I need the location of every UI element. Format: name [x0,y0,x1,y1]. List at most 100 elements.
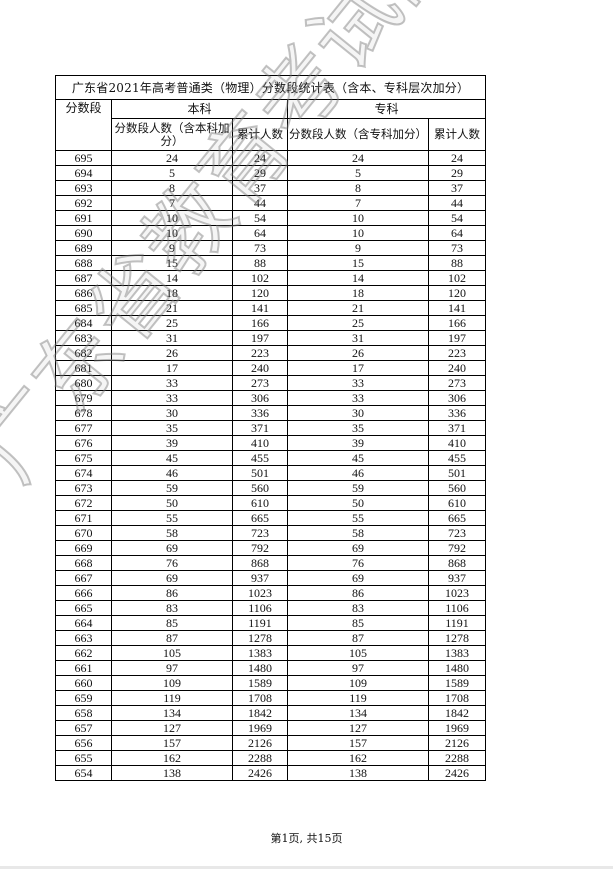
zhuanke-count-cell: 50 [287,495,429,511]
score-cell: 685 [55,300,112,316]
benke-count-cell: 14 [111,270,233,286]
table-row: 695 24 24 24 24 [55,150,487,166]
zhuanke-count-cell: 26 [287,345,429,361]
benke-count-cell: 15 [111,255,233,271]
zhuanke-count-cell: 97 [287,660,429,676]
table-row: 680 33 273 33 273 [55,375,487,391]
zhuanke-count-cell: 59 [287,480,429,496]
benke-count-cell: 21 [111,300,233,316]
benke-count-cell: 26 [111,345,233,361]
zhuanke-count-cell: 21 [287,300,429,316]
benke-cumulative-cell: 371 [232,420,288,436]
zhuanke-cumulative-cell: 120 [427,285,487,301]
benke-cumulative-cell: 240 [232,360,288,376]
table-row: 659 119 1708 119 1708 [55,690,487,706]
benke-cumulative-cell: 102 [232,270,288,286]
zhuanke-cumulative-cell: 1969 [427,720,487,736]
zhuanke-count-cell: 157 [287,735,429,751]
zhuanke-cumulative-cell: 44 [427,195,487,211]
zhuanke-cumulative-cell: 1708 [427,690,487,706]
zhuanke-count-cell: 85 [287,615,429,631]
benke-cumulative-cell: 937 [232,570,288,586]
benke-cumulative-cell: 64 [232,225,288,241]
table-row: 657 127 1969 127 1969 [55,720,487,736]
score-cell: 688 [55,255,112,271]
table-row: 674 46 501 46 501 [55,465,487,481]
benke-count-cell: 31 [111,330,233,346]
zhuanke-cumulative-cell: 88 [427,255,487,271]
benke-cumulative-cell: 1106 [232,600,288,616]
benke-count-cell: 109 [111,675,233,691]
table-row: 671 55 665 55 665 [55,510,487,526]
benke-cumulative-cell: 1589 [232,675,288,691]
table-row: 690 10 64 10 64 [55,225,487,241]
zhuanke-cumulative-cell: 501 [427,465,487,481]
benke-cumulative-cell: 501 [232,465,288,481]
benke-cumulative-cell: 1708 [232,690,288,706]
benke-cumulative-cell: 141 [232,300,288,316]
benke-count-cell: 87 [111,630,233,646]
zhuanke-cumulative-cell: 410 [427,435,487,451]
zhuanke-count-cell: 8 [287,180,429,196]
table-row: 661 97 1480 97 1480 [55,660,487,676]
table-row: 694 5 29 5 29 [55,165,487,181]
benke-count-header: 分数段人数（含本科加分） [111,118,233,151]
score-cell: 674 [55,465,112,481]
score-distribution-table: 广东省2021年高考普通类（物理）分数段统计表（含本、专科层次加分） 分数段 本… [54,75,487,781]
benke-count-cell: 55 [111,510,233,526]
score-cell: 663 [55,630,112,646]
benke-count-cell: 119 [111,690,233,706]
score-cell: 694 [55,165,112,181]
zhuanke-cumulative-cell: 1480 [427,660,487,676]
benke-count-cell: 83 [111,600,233,616]
zhuanke-count-cell: 58 [287,525,429,541]
zhuanke-count-cell: 86 [287,585,429,601]
table-row: 672 50 610 50 610 [55,495,487,511]
table-row: 663 87 1278 87 1278 [55,630,487,646]
score-cell: 667 [55,570,112,586]
table-row: 681 17 240 17 240 [55,360,487,376]
score-cell: 690 [55,225,112,241]
score-cell: 693 [55,180,112,196]
zhuanke-cumulative-cell: 1842 [427,705,487,721]
zhuanke-count-cell: 5 [287,165,429,181]
score-cell: 687 [55,270,112,286]
zhuanke-cumulative-cell: 1191 [427,615,487,631]
zhuanke-cumulative-cell: 306 [427,390,487,406]
zhuanke-count-cell: 9 [287,240,429,256]
zhuanke-count-cell: 134 [287,705,429,721]
benke-cumulative-cell: 197 [232,330,288,346]
table-row: 655 162 2288 162 2288 [55,750,487,766]
zhuanke-cumulative-cell: 868 [427,555,487,571]
zhuanke-count-cell: 39 [287,435,429,451]
score-cell: 672 [55,495,112,511]
benke-count-cell: 97 [111,660,233,676]
zhuanke-count-cell: 69 [287,540,429,556]
zhuanke-cumulative-cell: 1106 [427,600,487,616]
zhuanke-cumulative-cell: 24 [427,150,487,166]
benke-cumulative-cell: 223 [232,345,288,361]
benke-cumulative-cell: 29 [232,165,288,181]
zhuanke-cumulative-header: 累计人数 [427,118,487,151]
table-row: 664 85 1191 85 1191 [55,615,487,631]
table-row: 665 83 1106 83 1106 [55,600,487,616]
benke-cumulative-cell: 336 [232,405,288,421]
benke-cumulative-cell: 1191 [232,615,288,631]
benke-count-cell: 76 [111,555,233,571]
table-row: 686 18 120 18 120 [55,285,487,301]
benke-cumulative-cell: 166 [232,315,288,331]
score-cell: 677 [55,420,112,436]
benke-count-cell: 162 [111,750,233,766]
zhuanke-count-cell: 83 [287,600,429,616]
zhuanke-cumulative-cell: 937 [427,570,487,586]
benke-cumulative-cell: 868 [232,555,288,571]
zhuanke-cumulative-cell: 1023 [427,585,487,601]
table-row: 685 21 141 21 141 [55,300,487,316]
zhuanke-count-cell: 10 [287,225,429,241]
zhuanke-count-cell: 14 [287,270,429,286]
zhuanke-cumulative-cell: 2426 [427,765,487,781]
table-row: 687 14 102 14 102 [55,270,487,286]
table-row: 677 35 371 35 371 [55,420,487,436]
table-row: 668 76 868 76 868 [55,555,487,571]
benke-count-cell: 59 [111,480,233,496]
